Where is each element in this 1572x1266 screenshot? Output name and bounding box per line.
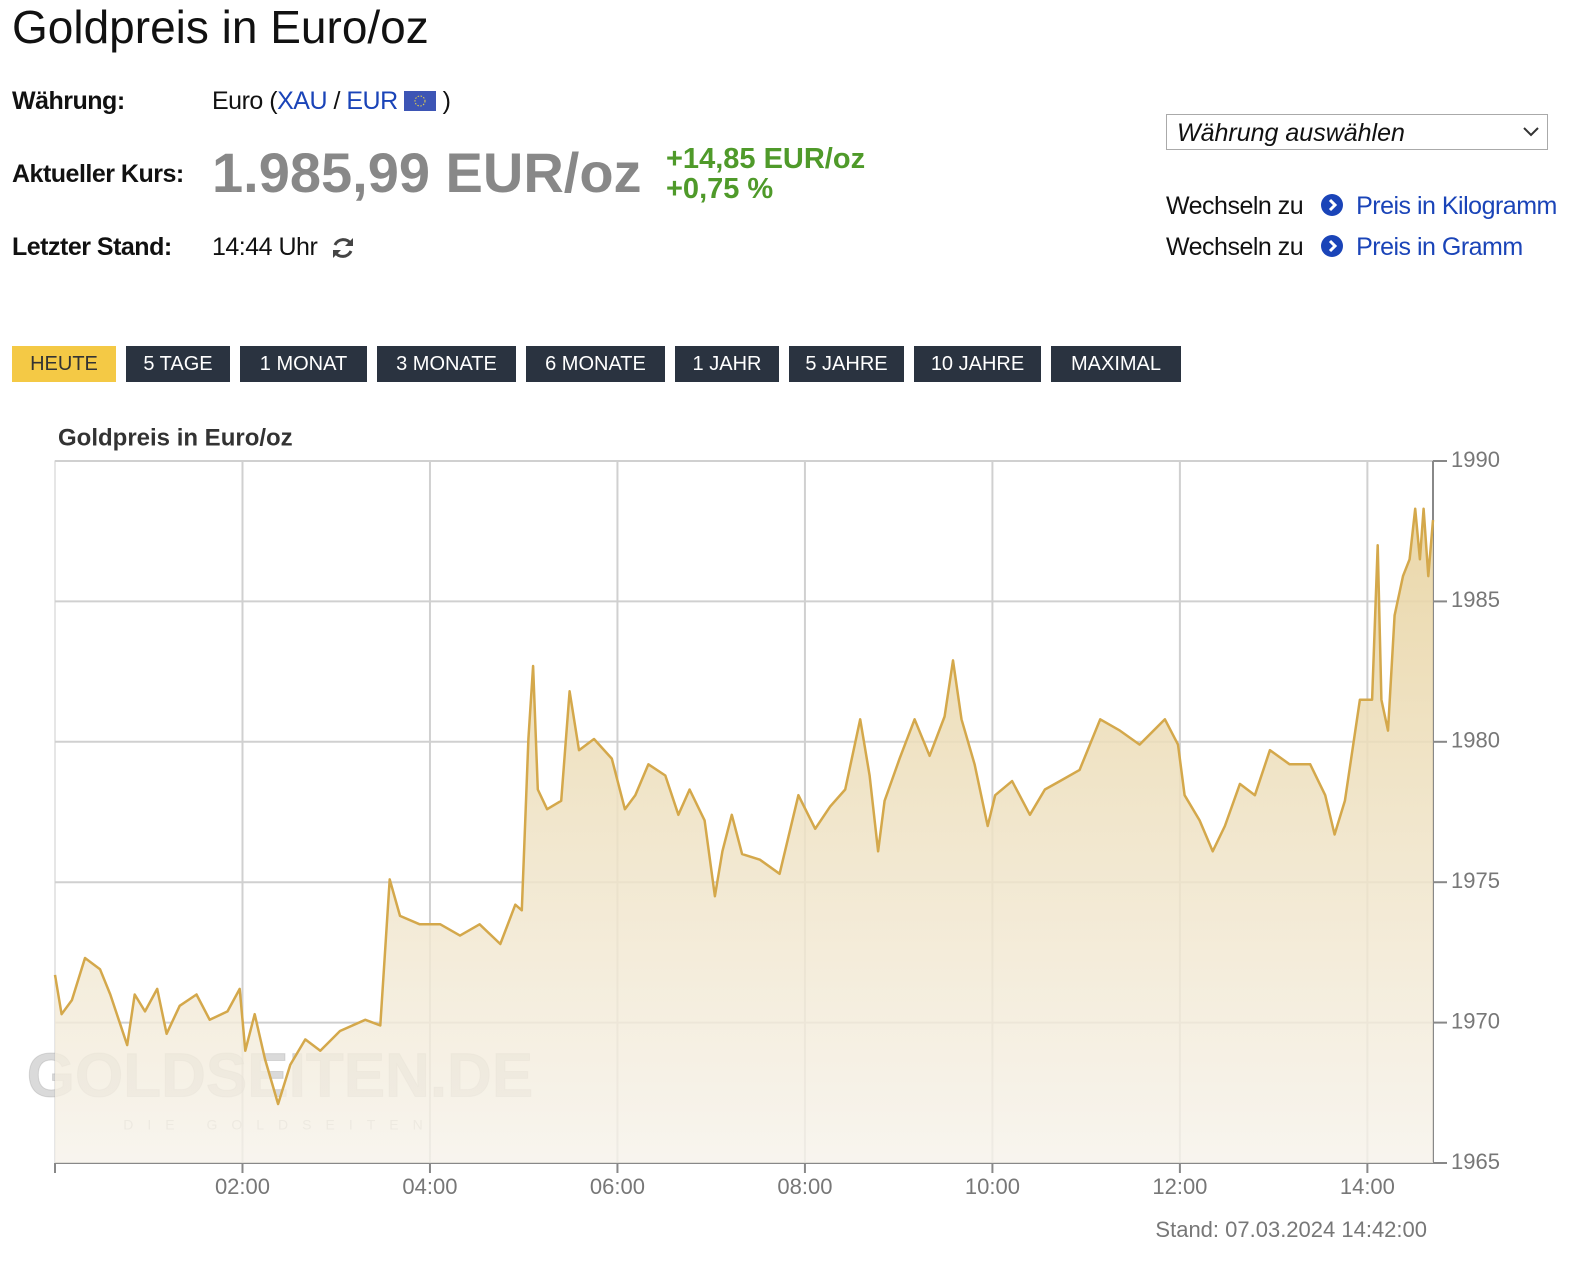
range-tab[interactable]: 5 JAHRE [789, 346, 904, 382]
page-title: Goldpreis in Euro/oz [12, 1, 429, 53]
chart-annotation: Stand: 07.03.2024 14:42:00 [1155, 1217, 1427, 1242]
stand-label: Letzter Stand: [12, 233, 172, 261]
switch-prefix: Wechseln zu [1166, 192, 1304, 220]
y-tick-label: 1980 [1451, 728, 1500, 753]
x-tick-label: 10:00 [965, 1174, 1020, 1199]
y-tick-label: 1970 [1451, 1008, 1500, 1033]
paren: ) [442, 87, 451, 115]
currency-row: Euro (XAU / EUR ) [212, 87, 451, 116]
currency-select[interactable]: Währung auswählen [1166, 114, 1548, 150]
x-tick-label: 14:00 [1340, 1174, 1395, 1199]
switch-link[interactable]: Preis in Kilogramm [1356, 192, 1557, 220]
line [53, 507, 1435, 1106]
change-abs: +14,85 EUR/oz [666, 143, 866, 175]
switch-row: Wechseln zu Preis in Gramm [1166, 233, 1523, 262]
range-tab[interactable]: 10 JAHRE [914, 346, 1041, 382]
eu-flag [404, 91, 437, 111]
switch-row: Wechseln zu Preis in Kilogramm [1166, 192, 1557, 221]
eur-link[interactable]: EUR [346, 87, 398, 115]
currency: Euro [212, 87, 263, 115]
change: +14,85 EUR/oz +0,75 % [666, 144, 865, 204]
select-label: Währung auswählen [1177, 119, 1405, 147]
slash: / [333, 87, 340, 115]
y-tick-label: 1985 [1451, 587, 1500, 612]
y-tick-label: 1975 [1451, 868, 1500, 893]
x-tick-label: 12:00 [1152, 1174, 1207, 1199]
arrow-icon [1320, 194, 1343, 216]
range-tab[interactable]: 1 JAHR [675, 346, 779, 382]
refresh-icon[interactable] [330, 235, 356, 261]
switch-prefix: Wechseln zu [1166, 233, 1304, 261]
range-tab[interactable]: MAXIMAL [1051, 346, 1181, 382]
chart: Goldpreis in Euro/oz Stand: 07.03.2024 1… [26, 424, 1500, 1242]
y-tick-label: 1990 [1451, 447, 1500, 472]
x-tick-label: 06:00 [590, 1174, 645, 1199]
y-tick-label: 1965 [1451, 1149, 1500, 1174]
switch-link[interactable]: Preis in Gramm [1356, 233, 1523, 261]
range-tab[interactable]: HEUTE [12, 346, 116, 382]
change-pct: +0,75 % [666, 173, 774, 205]
xau-link[interactable]: XAU [277, 87, 327, 115]
select-arrow [1523, 127, 1539, 137]
arrow-icon [1320, 235, 1343, 257]
paren: ( [269, 87, 278, 115]
x-tick-label: 08:00 [777, 1174, 832, 1199]
time: 14:44 Uhr [212, 233, 318, 261]
range-tab[interactable]: 3 MONATE [377, 346, 516, 382]
currency-label: Währung: [12, 87, 125, 115]
area [55, 508, 1433, 1163]
price: 1.985,99 EUR/oz [212, 141, 642, 204]
chart-title: Goldpreis in Euro/oz [58, 424, 293, 451]
price-label: Aktueller Kurs: [12, 160, 184, 188]
x-tick-label: 04:00 [402, 1174, 457, 1199]
range-tab[interactable]: 5 TAGE [126, 346, 230, 382]
x-tick-label: 02:00 [215, 1174, 270, 1199]
range-tab[interactable]: 1 MONAT [240, 346, 367, 382]
range-tab[interactable]: 6 MONATE [526, 346, 665, 382]
